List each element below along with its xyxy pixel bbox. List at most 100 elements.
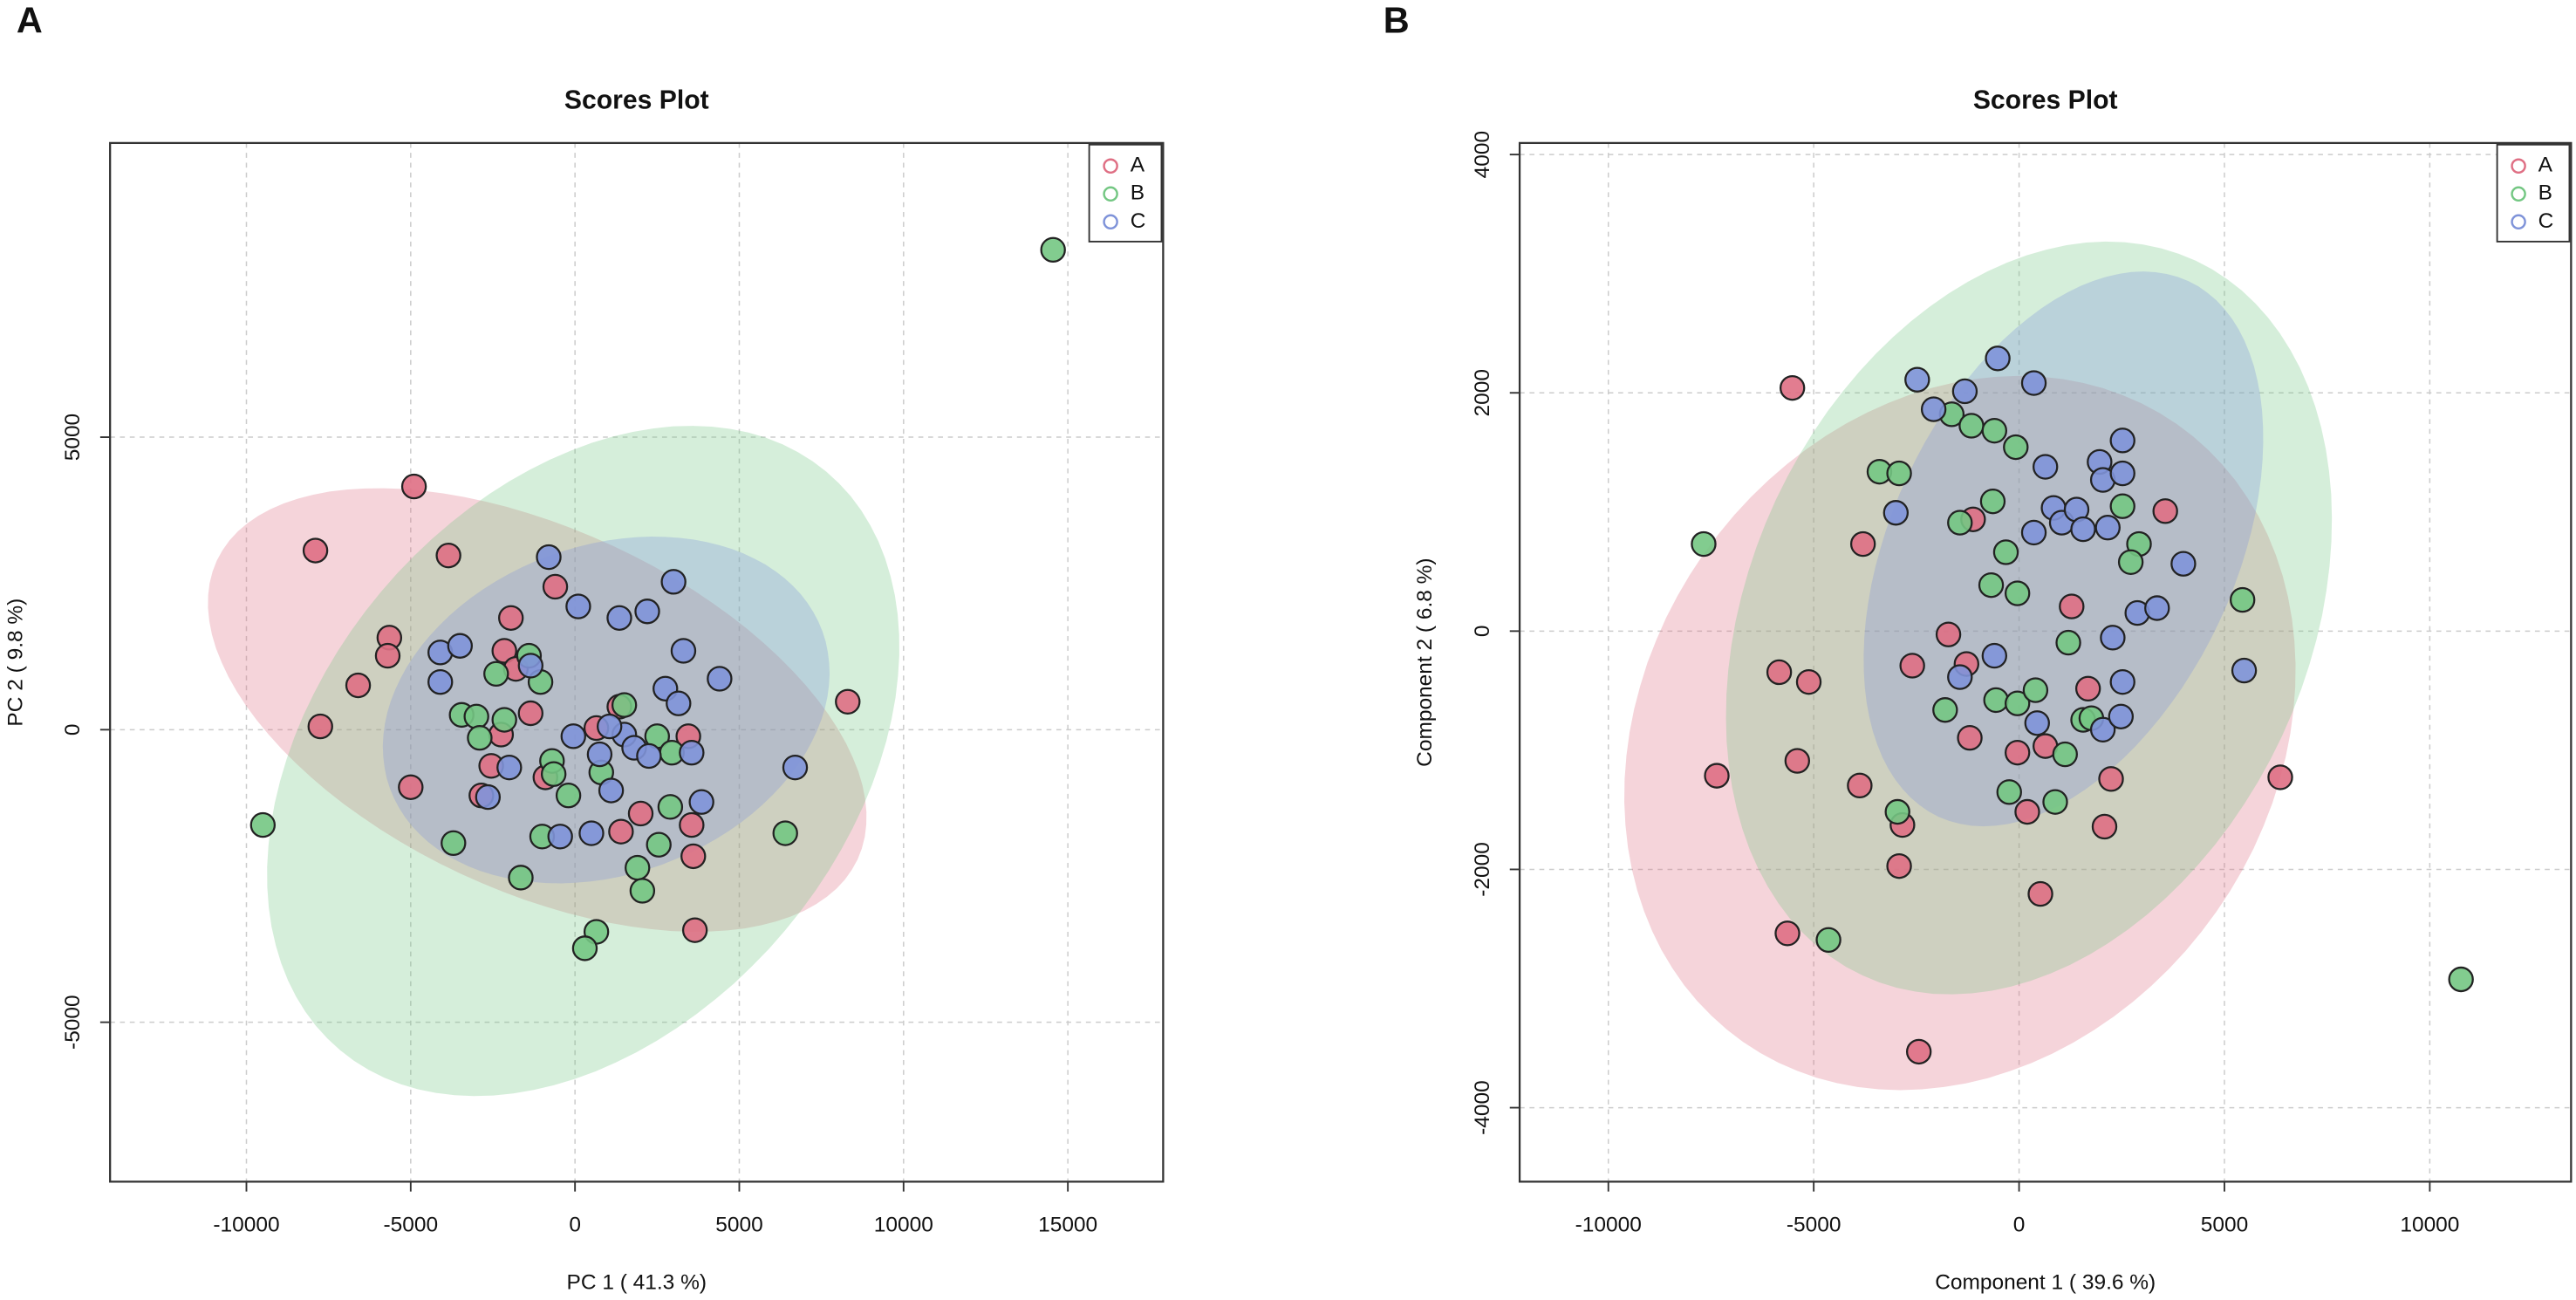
data-point	[2108, 703, 2135, 729]
y-tick-label: -4000	[1471, 1080, 1494, 1135]
data-point	[1981, 417, 2008, 444]
data-point	[679, 811, 705, 838]
legend-box	[1088, 143, 1163, 243]
data-point	[249, 811, 277, 838]
data-point	[634, 599, 660, 625]
data-point	[598, 777, 625, 804]
data-point	[1992, 539, 2019, 565]
data-point	[467, 725, 493, 751]
data-point	[1958, 413, 1985, 439]
data-point	[345, 672, 372, 699]
data-point	[2055, 629, 2081, 656]
data-point	[2020, 370, 2047, 396]
data-point	[1849, 530, 1876, 558]
data-point	[2042, 789, 2068, 815]
data-point	[400, 473, 427, 500]
chart-title: Scores Plot	[564, 86, 709, 115]
data-point	[2100, 625, 2126, 651]
data-point	[1882, 500, 1910, 526]
data-point	[2024, 710, 2050, 736]
data-point	[782, 754, 809, 781]
data-point	[517, 700, 543, 727]
chart-title: Scores Plot	[1973, 86, 2118, 115]
panel-label: A	[17, 0, 43, 40]
data-point	[597, 713, 623, 740]
y-axis-label: PC 2 ( 9.8 %)	[3, 599, 27, 727]
data-point	[540, 761, 567, 787]
legend-marker	[1103, 214, 1118, 230]
data-point	[555, 783, 582, 809]
legend-label: B	[2538, 181, 2552, 205]
x-axis-label: PC 1 ( 41.3 %)	[567, 1271, 707, 1295]
x-tick-label: 15000	[1038, 1214, 1097, 1237]
data-point	[1932, 697, 1958, 723]
data-point	[374, 642, 401, 669]
data-point	[1978, 571, 2005, 599]
data-point	[1985, 346, 2011, 372]
data-point	[447, 633, 474, 659]
legend-box	[2496, 143, 2571, 243]
data-point	[679, 740, 705, 766]
data-point	[1847, 772, 1873, 799]
data-point	[2052, 741, 2078, 768]
data-point	[475, 783, 502, 811]
data-point	[1957, 725, 1983, 751]
data-point	[1766, 659, 1793, 686]
data-point	[1996, 779, 2022, 805]
data-point	[2109, 428, 2135, 454]
x-tick-label: 0	[2013, 1214, 2026, 1237]
data-point	[1704, 763, 1730, 789]
data-point	[835, 688, 861, 715]
data-point	[398, 774, 424, 800]
data-point	[586, 741, 613, 768]
data-point	[441, 830, 467, 856]
data-point	[2109, 668, 2135, 695]
data-point	[2152, 498, 2178, 524]
x-tick-label: 5000	[2201, 1214, 2248, 1237]
data-point	[1784, 748, 1811, 774]
x-tick-label: -5000	[384, 1214, 439, 1237]
data-point	[2267, 764, 2293, 790]
plot-frame	[109, 141, 1165, 1183]
x-axis-label: Component 1 ( 39.6 %)	[1935, 1271, 2156, 1295]
data-point	[606, 605, 632, 631]
data-point	[2059, 593, 2085, 619]
data-point	[629, 878, 656, 904]
data-point	[627, 800, 654, 827]
x-tick-label: 10000	[2400, 1214, 2459, 1237]
data-point	[2070, 516, 2096, 543]
y-tick-label: 0	[61, 724, 85, 736]
data-point	[1981, 642, 2008, 669]
data-point	[2033, 454, 2059, 480]
legend-label: B	[1131, 181, 1145, 205]
x-tick-label: -10000	[1575, 1214, 1642, 1237]
data-point	[435, 542, 461, 569]
y-tick-label: 2000	[1471, 369, 1494, 416]
legend-marker	[2511, 214, 2526, 230]
legend-label: A	[1131, 154, 1145, 177]
data-point	[1947, 664, 1973, 690]
data-point	[1815, 927, 1841, 953]
data-point	[2004, 739, 2031, 766]
data-point	[1947, 510, 1973, 536]
data-point	[560, 723, 586, 749]
data-point	[2231, 657, 2258, 684]
data-point	[2004, 580, 2031, 606]
data-point	[2020, 519, 2047, 546]
data-point	[646, 831, 672, 858]
data-point	[2117, 549, 2144, 575]
data-point	[666, 690, 692, 716]
data-point	[2074, 675, 2101, 701]
data-point	[2109, 460, 2135, 487]
data-point	[1983, 687, 2009, 714]
data-point	[1920, 396, 1947, 422]
confidence-ellipse	[1725, 241, 2333, 995]
data-point	[688, 789, 714, 815]
data-point	[1905, 1038, 1932, 1065]
data-point	[302, 537, 329, 564]
data-point	[1904, 366, 1930, 393]
data-point	[2091, 813, 2118, 840]
data-point	[1886, 852, 1912, 879]
data-point	[1935, 621, 1962, 647]
